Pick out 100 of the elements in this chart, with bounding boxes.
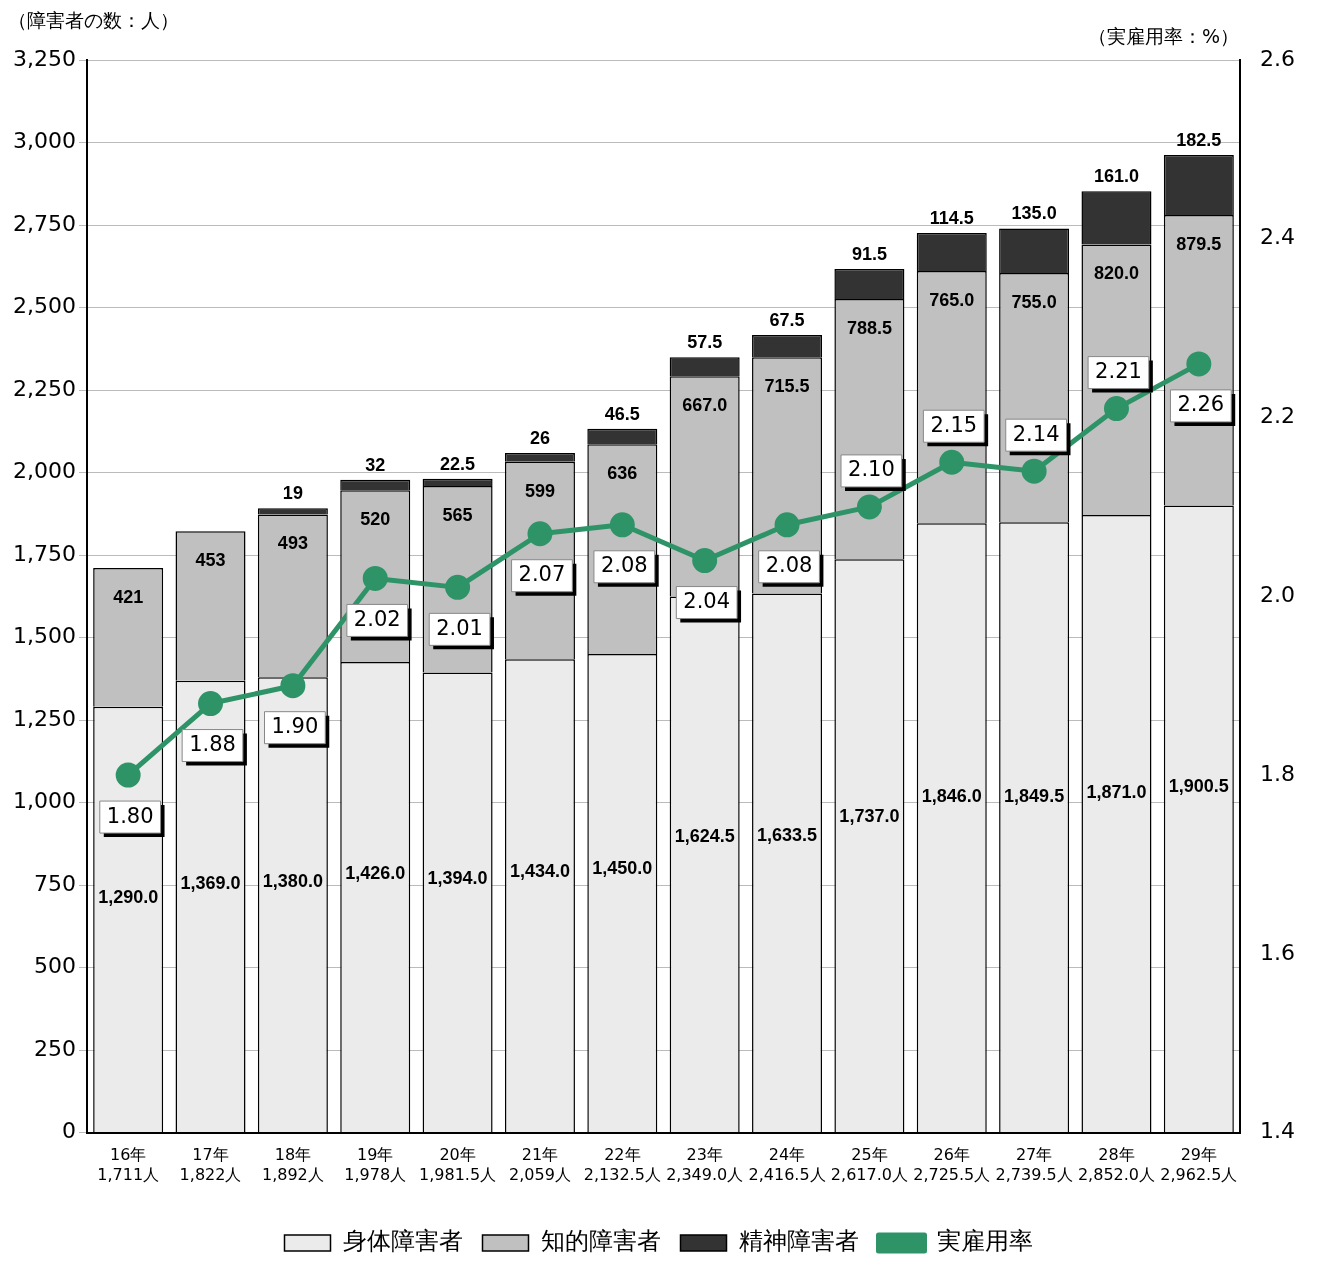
y-tick-label: 2,000 [13,458,76,484]
total-label: 2,132.5人 [583,1164,661,1184]
data-label: 1.80 [106,803,154,828]
x-tick-label: 27年 [1015,1145,1053,1165]
data-label: 493 [277,533,308,554]
total-label: 1,981.5人 [419,1164,497,1184]
x-tick-label: 16年 [109,1145,147,1165]
total-label: 1,892人 [261,1164,324,1184]
data-label: 2.01 [436,615,483,640]
data-label: 1,737.0 [839,806,900,827]
data-label: 2.08 [765,553,813,578]
y-tick-label: 2,750 [13,210,76,236]
y2-tick-label: 2.4 [1260,224,1296,250]
y-tick-label: 750 [33,870,76,896]
total-label: 2,739.5人 [995,1164,1073,1184]
data-label: 22.5 [440,453,476,474]
x-tick-label: 24年 [768,1145,806,1165]
data-label: 2.07 [518,562,566,587]
x-tick-label: 23年 [686,1145,723,1165]
y2-tick-label: 1.6 [1260,939,1296,965]
data-label: 91.5 [851,243,887,264]
data-label: 1,624.5 [674,826,735,847]
point [198,691,224,717]
data-label: 135.0 [1011,203,1057,224]
y-tick-label: 3,000 [13,128,76,154]
total-label: 2,725.5人 [913,1164,991,1184]
y2-tick-label: 2.6 [1260,45,1296,71]
point [939,449,965,475]
legend-label: 身体障害者 [342,1227,463,1256]
data-label: 1.90 [271,714,319,739]
total-label: 1,978人 [344,1164,407,1184]
y-tick-label: 2,250 [13,375,76,401]
x-tick-label: 28年 [1098,1145,1135,1165]
point [609,512,635,538]
data-label: 19 [282,483,303,504]
x-tick-label: 26年 [933,1145,970,1165]
point [280,673,306,699]
legend-label: 実雇用率 [936,1227,1033,1256]
total-label: 1,822人 [179,1164,242,1184]
y-tick-label: 1,750 [13,540,76,566]
data-label: 1,846.0 [921,786,982,807]
data-label: 765.0 [929,289,975,310]
y-tick-label: 250 [33,1035,76,1061]
x-tick-label: 18年 [274,1145,312,1165]
x-tick-label: 25年 [851,1145,888,1165]
data-label: 1,434.0 [509,861,570,882]
y2-tick-label: 2.2 [1260,403,1296,429]
data-label: 1,290.0 [98,887,159,908]
data-label: 26 [529,428,550,449]
data-label: 879.5 [1176,234,1222,255]
total-label: 1,711人 [97,1164,160,1184]
point [692,548,718,574]
x-tick-label: 17年 [192,1145,229,1165]
data-label: 114.5 [929,208,974,229]
y-tick-label: 1,000 [13,788,76,814]
point [856,494,882,520]
data-label: 67.5 [769,310,805,331]
data-label: 1,394.0 [427,868,488,889]
total-label: 2,852.0人 [1077,1164,1156,1184]
y2-axis-title: （実雇用率：%） [1087,24,1239,49]
data-label: 565 [442,505,473,526]
y-tick-label: 500 [33,953,76,979]
data-label: 32 [365,454,386,475]
point [115,762,141,788]
legend-label: 知的障害者 [540,1227,661,1256]
data-label: 2.02 [353,606,401,631]
data-label: 2.26 [1177,392,1225,417]
point [527,521,553,547]
data-label: 182.5 [1176,129,1222,150]
total-label: 2,416.5人 [748,1164,826,1184]
data-label: 715.5 [764,376,810,397]
total-label: 2,059人 [509,1164,571,1184]
point [1021,458,1047,484]
point [362,565,388,591]
data-label: 788.5 [846,318,892,339]
y-tick-label: 2,500 [13,293,76,319]
data-label: 1,450.0 [592,858,653,879]
data-label: 2.08 [600,553,648,578]
y-tick-label: 3,250 [13,45,76,71]
legend-label: 精神障害者 [738,1227,859,1256]
data-label: 2.04 [683,589,731,613]
data-label: 1,849.5 [1004,785,1065,806]
data-label: 2.15 [930,412,978,437]
y2-tick-label: 1.4 [1260,1118,1296,1144]
y-tick-label: 0 [61,1118,76,1144]
data-label: 1,900.5 [1168,776,1229,797]
data-label: 2.10 [848,457,895,482]
data-label: 1,871.0 [1086,781,1147,802]
data-label: 636 [607,463,638,484]
data-label: 1,380.0 [262,870,323,891]
total-label: 2,349.0人 [666,1164,744,1184]
data-label: 421 [113,586,144,607]
data-label: 1.88 [189,732,236,757]
point [1186,351,1212,377]
data-label: 1,369.0 [180,872,241,893]
point [1103,396,1129,422]
y2-tick-label: 2.0 [1260,582,1296,608]
point [774,512,800,538]
data-label: 161.0 [1093,166,1139,187]
x-tick-label: 21年 [521,1145,559,1165]
